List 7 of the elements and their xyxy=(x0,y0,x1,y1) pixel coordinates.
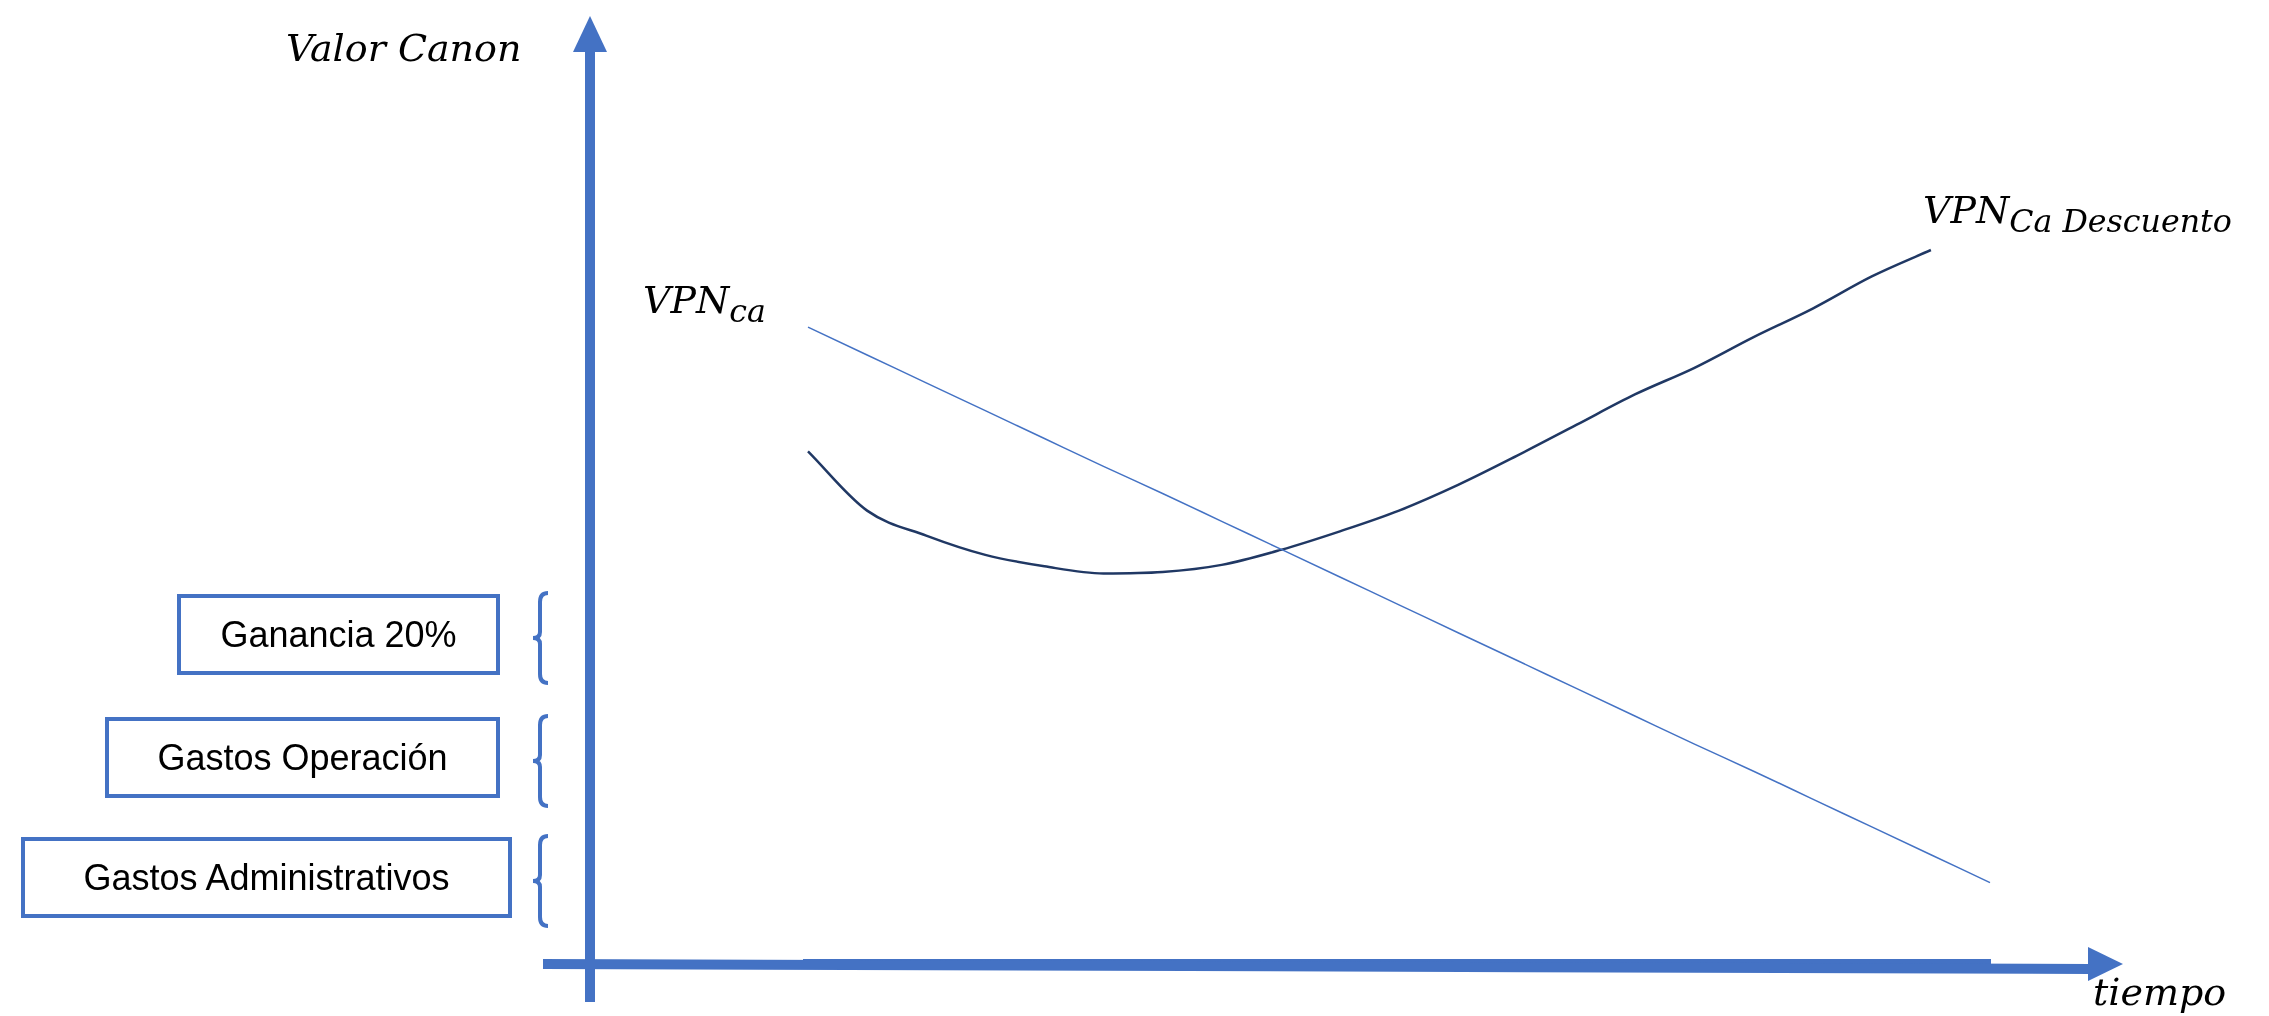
text: Gastos Operación xyxy=(105,717,500,798)
x-axis-title: tiempo xyxy=(2093,970,2227,1014)
text: Valor Canon xyxy=(286,26,522,70)
text: Ganancia 20% xyxy=(177,594,500,675)
series-label: VPN$_{Ca Descuento}$ xyxy=(1923,188,2232,239)
text: Gastos Administrativos xyxy=(21,837,512,918)
series-label: VPN$_{ca}$ xyxy=(643,278,766,329)
